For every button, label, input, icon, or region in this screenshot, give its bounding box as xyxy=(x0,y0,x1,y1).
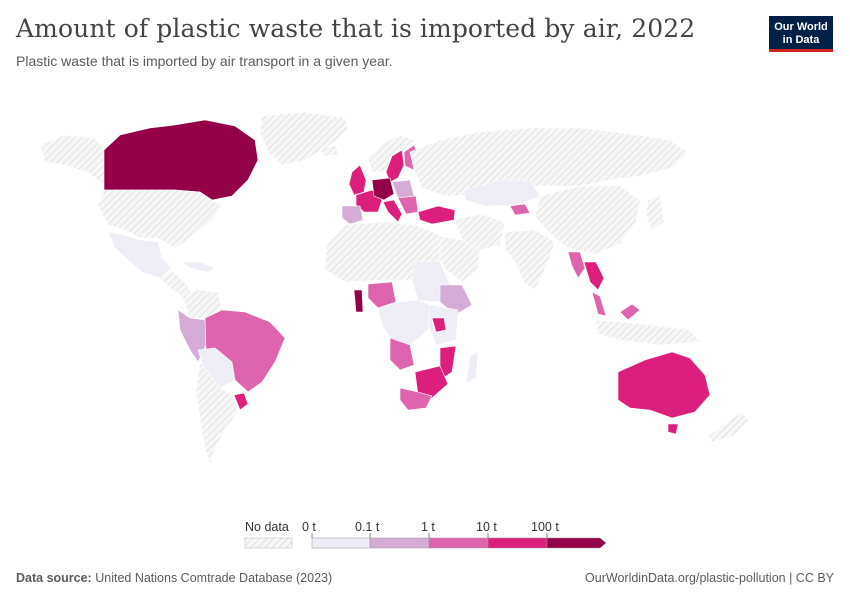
china-region[interactable] xyxy=(534,185,641,255)
source-label: Data source: xyxy=(16,571,92,585)
indonesia-region[interactable] xyxy=(595,319,701,346)
logo-line-2: in Data xyxy=(782,34,820,46)
footer-link[interactable]: OurWorldinData.org/plastic-pollution | C… xyxy=(585,571,834,585)
iberia-region[interactable] xyxy=(341,205,364,225)
legend-no-data-label: No data xyxy=(245,520,289,534)
japan-region[interactable] xyxy=(645,195,665,231)
logo-line-1: Our World xyxy=(774,21,828,33)
turkey-region[interactable] xyxy=(417,205,456,225)
world-map[interactable] xyxy=(0,95,850,515)
mexico-region[interactable] xyxy=(107,231,173,279)
chart-title: Amount of plastic waste that is imported… xyxy=(16,14,696,43)
uruguay-region[interactable] xyxy=(233,392,249,411)
legend-swatch-no-data xyxy=(244,537,293,549)
italy-region[interactable] xyxy=(382,199,403,223)
russia-region[interactable] xyxy=(409,127,689,197)
legend-tick-10t: 10 t xyxy=(476,520,497,534)
canada-region[interactable] xyxy=(103,119,259,201)
iceland-region[interactable] xyxy=(319,145,339,157)
legend-swatches xyxy=(244,533,607,549)
new-zealand-region[interactable] xyxy=(707,411,749,443)
footer-source: Data source: United Nations Comtrade Dat… xyxy=(16,571,332,585)
kazakhstan-region[interactable] xyxy=(464,179,541,207)
balkans-region[interactable] xyxy=(397,195,419,215)
nigeria-region[interactable] xyxy=(367,281,397,309)
central-africa-region[interactable] xyxy=(377,299,431,346)
legend-swatch-bin1 xyxy=(369,537,430,549)
poland-region[interactable] xyxy=(391,179,415,199)
uk-region[interactable] xyxy=(348,164,367,196)
caribbean-region[interactable] xyxy=(181,261,216,273)
legend-swatch-bin4 xyxy=(546,537,607,549)
ethiopia-region[interactable] xyxy=(439,284,473,316)
alaska-region[interactable] xyxy=(39,134,106,186)
argentina-region[interactable] xyxy=(195,361,239,467)
source-text: United Nations Comtrade Database (2023) xyxy=(95,571,333,585)
tanzania-region[interactable] xyxy=(431,317,447,333)
thailand-region[interactable] xyxy=(583,261,605,291)
legend-tick-0-1t: 0.1 t xyxy=(355,520,380,534)
legend: No data 0 t 0.1 t 1 t 10 t 100 t xyxy=(0,515,850,555)
legend-tick-0t: 0 t xyxy=(302,520,316,534)
greenland-region[interactable] xyxy=(259,111,349,166)
madagascar-region[interactable] xyxy=(465,351,479,385)
india-region[interactable] xyxy=(504,229,556,291)
norway-region[interactable] xyxy=(367,134,416,173)
legend-swatch-bin0 xyxy=(311,537,371,549)
australia-region[interactable] xyxy=(617,351,711,419)
tasmania-region[interactable] xyxy=(667,423,679,435)
uzbekistan-region[interactable] xyxy=(509,203,531,216)
usa-region[interactable] xyxy=(97,189,223,249)
legend-swatch-bin3 xyxy=(487,537,548,549)
myanmar-region[interactable] xyxy=(567,251,586,279)
chart-subtitle: Plastic waste that is imported by air tr… xyxy=(16,53,393,69)
philippines-region[interactable] xyxy=(619,303,641,321)
legend-tick-1t: 1 t xyxy=(421,520,435,534)
owid-logo[interactable]: Our World in Data xyxy=(769,16,833,52)
germany-region[interactable] xyxy=(371,177,395,201)
legend-swatch-bin2 xyxy=(428,537,489,549)
legend-tick-100t: 100 t xyxy=(531,520,559,534)
ghana-region[interactable] xyxy=(353,289,364,313)
malaysia-region[interactable] xyxy=(591,291,607,317)
south-africa-region[interactable] xyxy=(399,387,433,411)
angola-region[interactable] xyxy=(389,337,415,371)
